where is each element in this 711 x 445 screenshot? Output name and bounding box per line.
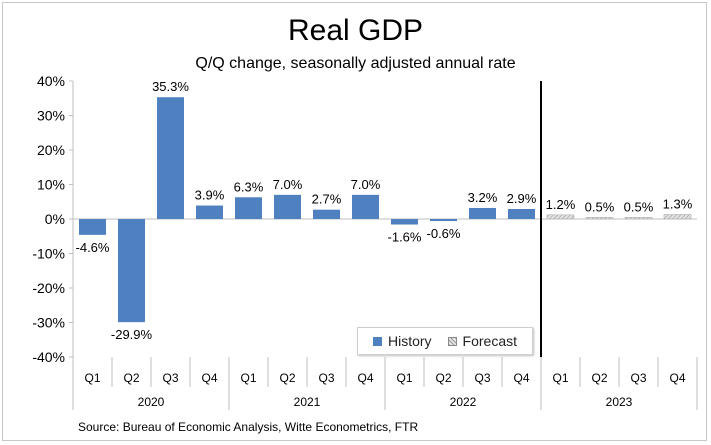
y-tick-label: 20% [37,142,65,158]
y-tick-label: 0% [45,211,65,227]
x-tick-label: Q3 [162,371,178,385]
y-tick-label: -30% [32,315,65,331]
bar-history [508,208,535,219]
data-label: -0.6% [427,226,461,241]
data-label: 0.5% [624,199,654,214]
legend: History Forecast [357,327,533,355]
bar-forecast [546,214,575,220]
y-axis: -40% -30% -20% -10% 0% 10% 20% 30% 40% [32,73,74,365]
data-label: 7.0% [273,177,303,192]
bar-forecast [624,216,653,220]
x-group-label: 2020 [138,395,165,409]
data-labels: -4.6% -29.9% 35.3% 3.9% 6.3% 7.0% 2.7% 7.0% -1.6… [76,79,693,342]
legend-swatch-history [372,336,382,346]
data-label: 35.3% [152,79,189,94]
bar-forecast [585,216,614,220]
x-tick-label: Q1 [84,371,100,385]
x-tick-label: Q4 [669,371,685,385]
y-tick-label: -40% [32,349,65,365]
y-tick-label: 40% [37,73,65,89]
bar-history [118,219,145,323]
chart-title: Real GDP [287,14,424,47]
bar-history [469,207,496,219]
bars [73,81,697,357]
x-tick-label: Q3 [318,371,334,385]
legend-label-forecast: Forecast [462,333,518,349]
data-label: -4.6% [76,240,110,255]
x-tick-label: Q2 [279,371,295,385]
data-label: -29.9% [111,327,153,342]
x-tick-label: Q2 [591,371,607,385]
bar-history [274,194,301,219]
data-label: 1.3% [663,197,693,212]
bar-history [157,97,184,219]
y-tick-label: -10% [32,246,65,262]
legend-item-history: History [372,333,432,349]
bar-forecast [663,214,692,220]
y-tick-label: 30% [37,108,65,124]
chart-subtitle: Q/Q change, seasonally adjusted annual r… [195,55,516,72]
x-tick-label: Q4 [513,371,529,385]
x-tick-label: Q3 [630,371,646,385]
bar-history [352,194,379,219]
x-tick-label: Q1 [240,371,256,385]
x-group-label: 2022 [450,395,477,409]
data-label: 7.0% [351,177,381,192]
x-tick-label: Q4 [201,371,217,385]
x-tick-label: Q2 [435,371,451,385]
data-label: 6.3% [234,179,264,194]
data-label: 3.9% [195,188,225,203]
x-group-label: 2021 [294,395,321,409]
bar-history [391,219,418,225]
data-label: 0.5% [585,199,615,214]
legend-swatch-forecast [447,336,457,346]
x-tick-label: Q4 [357,371,373,385]
x-axis: Q1 Q2 Q3 Q4 Q1 Q2 Q3 Q4 Q1 Q2 Q3 Q4 Q1 Q2 Q3 Q4 2020 2021… [72,357,698,410]
x-tick-label: Q3 [474,371,490,385]
bar-history [313,209,340,219]
data-label: 2.7% [312,192,342,207]
data-label: -1.6% [388,230,422,245]
legend-label-history: History [387,333,432,349]
x-tick-label: Q1 [552,371,568,385]
bar-history [235,197,262,219]
x-tick-label: Q2 [123,371,139,385]
bar-history [430,219,457,222]
source-note: Source: Bureau of Economic Analysis, Wit… [78,420,419,434]
bar-history [79,219,106,235]
bar-history [196,205,223,219]
x-group-label: 2023 [606,395,633,409]
y-tick-label: 10% [37,177,65,193]
data-label: 1.2% [546,197,576,212]
y-tick-label: -20% [32,280,65,296]
legend-item-forecast: Forecast [447,333,518,349]
data-label: 2.9% [507,191,537,206]
x-tick-label: Q1 [396,371,412,385]
data-label: 3.2% [468,190,498,205]
